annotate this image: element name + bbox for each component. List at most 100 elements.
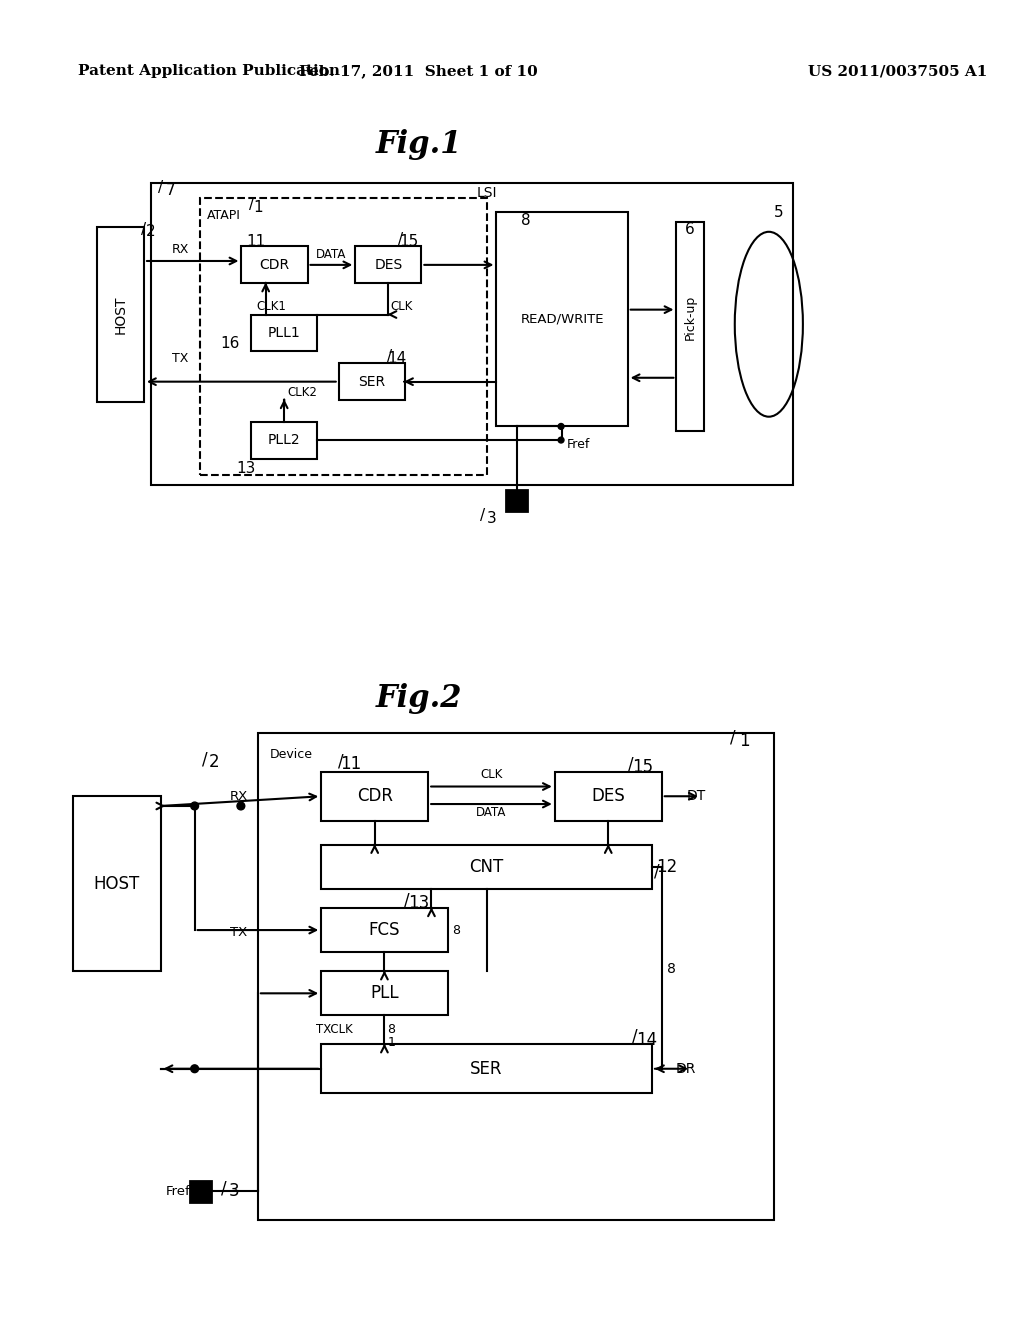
Text: Fig.2: Fig.2 (375, 684, 462, 714)
Text: SER: SER (470, 1060, 503, 1077)
Bar (322, 1044, 652, 1093)
Text: TXCLK: TXCLK (316, 1023, 353, 1036)
Text: 8: 8 (667, 962, 676, 975)
Text: /: / (387, 348, 392, 364)
Text: 16: 16 (220, 337, 240, 351)
Text: CNT: CNT (469, 858, 504, 875)
Text: /: / (632, 1028, 637, 1045)
Text: LSI: LSI (476, 186, 497, 199)
Text: 12: 12 (656, 858, 677, 875)
Text: Pick-up: Pick-up (683, 294, 696, 339)
Text: HOST: HOST (93, 875, 140, 892)
Text: 11: 11 (247, 234, 265, 249)
Text: /: / (404, 891, 410, 909)
Text: READ/WRITE: READ/WRITE (520, 313, 604, 326)
Text: 8: 8 (521, 213, 530, 227)
Text: PLL: PLL (370, 985, 398, 1002)
Circle shape (558, 424, 564, 429)
Text: 1: 1 (739, 731, 750, 750)
Text: CDR: CDR (259, 257, 290, 272)
Circle shape (190, 803, 199, 810)
Text: 13: 13 (408, 895, 429, 912)
Bar (97, 227, 144, 403)
Bar (73, 796, 161, 972)
Text: 1: 1 (387, 1036, 395, 1049)
Text: 2: 2 (209, 754, 219, 771)
Text: RX: RX (171, 243, 188, 256)
Bar (322, 972, 447, 1015)
Text: /: / (249, 197, 254, 213)
Text: /: / (628, 755, 634, 774)
Text: 8: 8 (387, 1023, 395, 1036)
Text: Device: Device (269, 748, 312, 760)
Bar (339, 363, 404, 400)
Text: US 2011/0037505 A1: US 2011/0037505 A1 (808, 65, 987, 78)
Circle shape (190, 1065, 199, 1073)
Text: FCS: FCS (369, 921, 400, 939)
Text: 3: 3 (486, 511, 497, 527)
Text: HOST: HOST (114, 296, 128, 334)
Text: Patent Application Publication: Patent Application Publication (78, 65, 340, 78)
Text: RX: RX (229, 789, 248, 803)
Text: 6: 6 (685, 222, 695, 238)
Text: CLK: CLK (480, 768, 503, 781)
Text: 15: 15 (632, 758, 653, 776)
Text: /: / (141, 222, 146, 238)
Text: /: / (398, 232, 403, 247)
Text: DES: DES (592, 787, 625, 805)
Text: /: / (158, 181, 163, 195)
Text: DATA: DATA (476, 807, 507, 820)
Bar (258, 733, 774, 1220)
Text: 14: 14 (387, 351, 407, 366)
Bar (322, 845, 652, 888)
Bar (189, 1180, 211, 1203)
Text: 15: 15 (399, 234, 419, 249)
Text: Fref: Fref (166, 1185, 190, 1197)
Text: CLK1: CLK1 (256, 300, 286, 313)
Text: 13: 13 (237, 461, 256, 475)
Text: PLL2: PLL2 (268, 433, 300, 447)
Text: 7: 7 (166, 183, 175, 198)
Bar (677, 222, 703, 432)
Bar (151, 183, 794, 484)
Text: 3: 3 (228, 1183, 239, 1200)
Text: DES: DES (374, 257, 402, 272)
Text: /: / (480, 508, 485, 524)
Text: SER: SER (358, 375, 385, 388)
Text: 11: 11 (340, 755, 361, 774)
Text: DT: DT (686, 789, 706, 804)
Circle shape (237, 803, 245, 810)
Text: ATAPI: ATAPI (207, 209, 242, 222)
Text: CLK: CLK (390, 300, 413, 313)
Text: CDR: CDR (356, 787, 392, 805)
Text: /: / (730, 729, 735, 747)
Text: Fref: Fref (567, 438, 590, 451)
Bar (355, 247, 422, 284)
Text: 14: 14 (637, 1031, 657, 1048)
Text: 2: 2 (146, 224, 156, 239)
Circle shape (558, 437, 564, 444)
Bar (497, 213, 628, 426)
Text: Fig.1: Fig.1 (375, 128, 462, 160)
Text: TX: TX (172, 352, 188, 364)
Bar (251, 314, 317, 351)
Text: TX: TX (229, 927, 247, 939)
Text: 5: 5 (774, 205, 783, 220)
Text: Feb. 17, 2011  Sheet 1 of 10: Feb. 17, 2011 Sheet 1 of 10 (299, 65, 538, 78)
Text: DR: DR (676, 1061, 696, 1076)
Text: /: / (338, 752, 343, 770)
Text: DATA: DATA (316, 248, 346, 260)
Text: /: / (202, 750, 207, 768)
Text: 1: 1 (253, 199, 263, 215)
Text: CLK2: CLK2 (287, 385, 317, 399)
Bar (322, 772, 428, 821)
Text: /: / (221, 1180, 226, 1197)
Bar (200, 198, 486, 475)
Bar (506, 490, 527, 511)
Bar (322, 908, 447, 952)
Bar (242, 247, 307, 284)
Text: PLL1: PLL1 (268, 326, 301, 341)
Text: 8: 8 (453, 924, 461, 937)
Bar (251, 421, 317, 458)
Bar (555, 772, 662, 821)
